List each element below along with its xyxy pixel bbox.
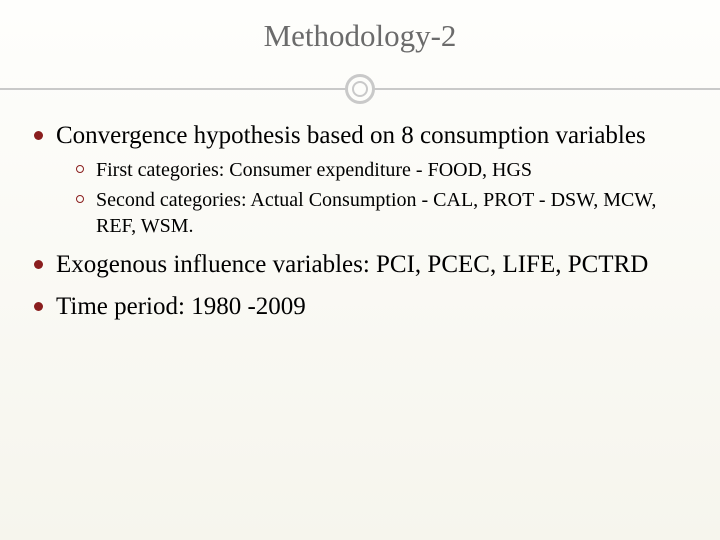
sub-bullet-item: First categories: Consumer expenditure -… bbox=[74, 157, 690, 183]
title-divider-circle-icon bbox=[345, 74, 375, 104]
bullet-list-level2: First categories: Consumer expenditure -… bbox=[74, 157, 690, 239]
bullet-text: Convergence hypothesis based on 8 consum… bbox=[56, 122, 646, 149]
sub-bullet-text: Second categories: Actual Consumption - … bbox=[96, 189, 656, 237]
slide-content: Convergence hypothesis based on 8 consum… bbox=[30, 120, 690, 332]
bullet-text: Exogenous influence variables: PCI, PCEC… bbox=[56, 251, 648, 278]
sub-bullet-item: Second categories: Actual Consumption - … bbox=[74, 187, 690, 239]
slide-title: Methodology-2 bbox=[0, 0, 720, 54]
bullet-item: Time period: 1980 -2009 bbox=[30, 291, 690, 322]
slide: Methodology-2 Convergence hypothesis bas… bbox=[0, 0, 720, 540]
bullet-item: Convergence hypothesis based on 8 consum… bbox=[30, 120, 690, 239]
bullet-text: Time period: 1980 -2009 bbox=[56, 293, 306, 320]
bullet-list-level1: Convergence hypothesis based on 8 consum… bbox=[30, 120, 690, 322]
bullet-item: Exogenous influence variables: PCI, PCEC… bbox=[30, 249, 690, 280]
sub-bullet-text: First categories: Consumer expenditure -… bbox=[96, 159, 532, 181]
